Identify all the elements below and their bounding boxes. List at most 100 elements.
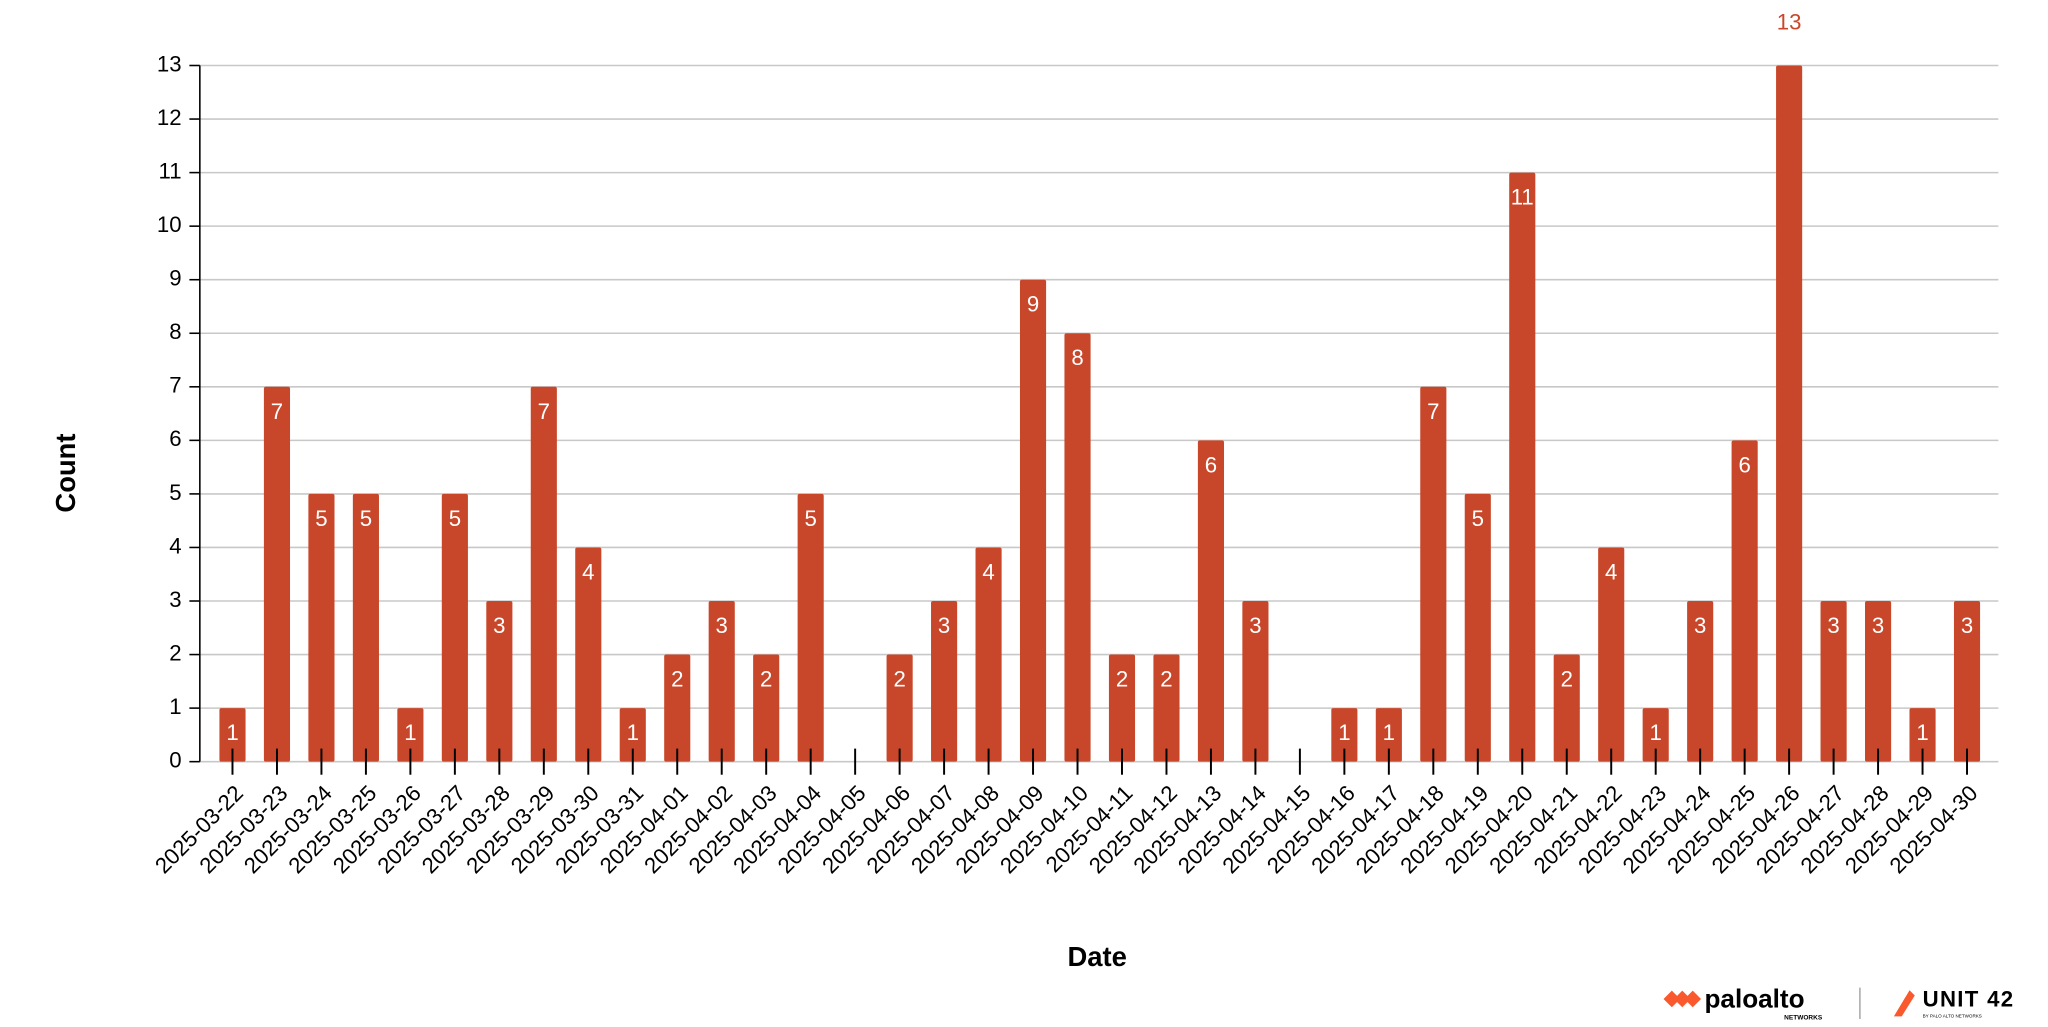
data-label: 3 (493, 613, 505, 638)
bar (1420, 386, 1447, 762)
bar (886, 654, 913, 762)
data-label: 5 (315, 506, 327, 531)
y-tick-label: 9 (169, 266, 181, 291)
bar (1553, 654, 1580, 762)
data-label: 3 (1961, 613, 1973, 638)
data-label: 9 (1027, 292, 1039, 317)
bar (575, 547, 602, 762)
bar (1153, 654, 1180, 762)
data-label: 6 (1205, 452, 1217, 477)
data-label: 2 (1160, 667, 1172, 692)
unit42-icon (1893, 990, 1915, 1017)
data-label: 1 (1383, 720, 1395, 745)
unit: UNIT 42 (1923, 987, 2015, 1012)
data-label: 7 (538, 399, 550, 424)
data-label: 1 (1650, 720, 1662, 745)
bar (1019, 279, 1047, 762)
data-label: 2 (671, 667, 683, 692)
data-label: 3 (1694, 613, 1706, 638)
y-tick-label: 2 (169, 640, 181, 665)
y-tick-label: 4 (169, 533, 181, 558)
bar (1687, 601, 1714, 762)
bar (1242, 601, 1269, 762)
bar (753, 654, 780, 762)
data-label: 5 (804, 506, 816, 531)
bar (397, 708, 424, 762)
bar (263, 386, 291, 762)
bar (797, 493, 824, 762)
data-label: 5 (449, 506, 461, 531)
bar (486, 601, 513, 762)
bar (619, 708, 646, 762)
bar (1509, 172, 1536, 762)
data-label: 2 (1561, 667, 1573, 692)
bar (931, 601, 958, 762)
data-label: 1 (627, 720, 639, 745)
bar (1820, 601, 1847, 762)
bar (1909, 708, 1936, 762)
y-tick-label: 12 (157, 105, 182, 130)
logos: paloalto NETWORKS UNIT 42 BY PALO ALTO N… (1663, 984, 2015, 1021)
y-tick-label: 6 (169, 426, 181, 451)
data-label: 3 (938, 613, 950, 638)
data-label: 2 (893, 667, 905, 692)
data-label: 1 (1338, 720, 1350, 745)
y-tick-label: 5 (169, 480, 181, 505)
y-tick-label: 11 (159, 158, 182, 183)
bar (1598, 547, 1625, 762)
bar (1642, 708, 1669, 762)
y-tick-label: 1 (169, 694, 181, 719)
data-label: 8 (1071, 345, 1083, 370)
unit-sub: BY PALO ALTO NETWORKS (1923, 1014, 1982, 1019)
bar (1731, 440, 1758, 762)
y-tick-label: 8 (169, 319, 181, 344)
y-tick-label: 7 (169, 373, 181, 398)
y-tick-label: 0 (169, 748, 181, 773)
bar (1865, 601, 1892, 762)
bar (708, 601, 735, 762)
data-label: 1 (1916, 720, 1928, 745)
bar (308, 493, 335, 762)
bar (664, 654, 691, 762)
data-label: 5 (360, 506, 372, 531)
bar (530, 386, 557, 762)
bar (1375, 708, 1402, 762)
bar (1953, 601, 1981, 762)
data-label: 2 (760, 667, 772, 692)
bar (1108, 654, 1136, 762)
bar (1197, 440, 1225, 762)
y-axis-title: Count (50, 433, 81, 512)
brand: paloalto (1704, 984, 1804, 1014)
bar (1331, 708, 1358, 762)
data-label: 6 (1738, 452, 1750, 477)
data-label: 2 (1116, 667, 1128, 692)
data-label: 13 (1777, 10, 1802, 35)
data-label: 3 (1827, 613, 1839, 638)
data-label: 4 (1605, 559, 1617, 584)
data-label: 3 (1872, 613, 1884, 638)
bar (1064, 333, 1091, 762)
bar (441, 493, 468, 762)
data-label: 5 (1472, 506, 1484, 531)
x-axis-title: Date (1067, 941, 1126, 972)
data-label: 4 (582, 559, 594, 584)
data-label: 1 (226, 720, 238, 745)
data-label: 7 (1427, 399, 1439, 424)
bar (219, 708, 246, 762)
y-tick-label: 3 (169, 587, 181, 612)
data-label: 1 (404, 720, 416, 745)
data-label: 4 (982, 559, 994, 584)
bar (975, 547, 1002, 762)
data-label: 11 (1511, 185, 1534, 210)
bar (1776, 65, 1803, 762)
data-label: 3 (716, 613, 728, 638)
y-tick-label: 13 (157, 51, 182, 76)
bar (1464, 493, 1491, 762)
data-label: 3 (1249, 613, 1261, 638)
paloalto-icon (1663, 990, 1702, 1008)
y-tick-label: 10 (157, 212, 182, 237)
data-label: 7 (271, 399, 283, 424)
bar (352, 493, 379, 762)
brand-sub: NETWORKS (1784, 1014, 1823, 1021)
